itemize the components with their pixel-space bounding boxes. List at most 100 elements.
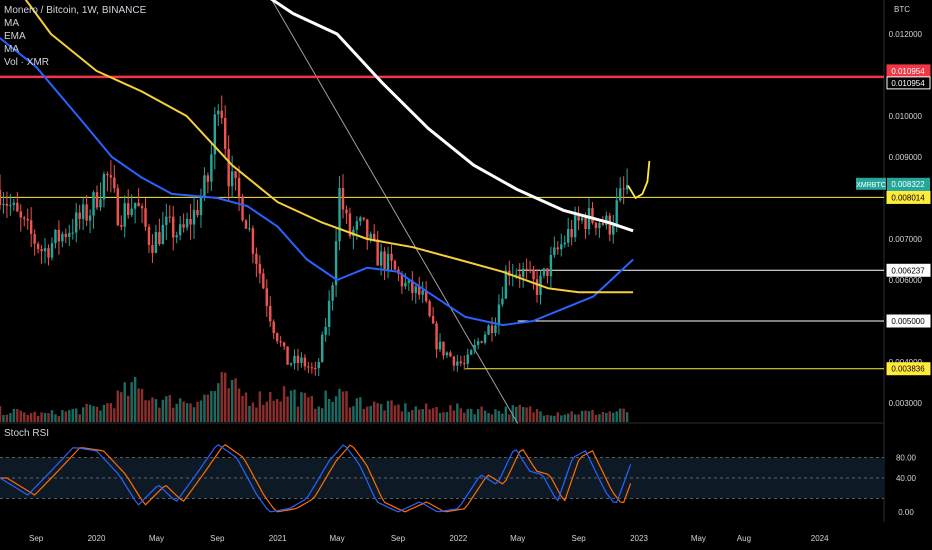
volume-bar	[158, 407, 161, 422]
volume-bar	[573, 414, 577, 422]
volume-bar	[85, 403, 88, 422]
candle-body	[182, 224, 185, 228]
volume-bar	[151, 397, 154, 422]
candle-body	[102, 174, 106, 200]
symbol-title[interactable]: Monero / Bitcoin, 1W, BINANCE	[4, 5, 147, 16]
candle-body	[525, 268, 528, 270]
volume-bar	[414, 406, 417, 422]
candle-body	[158, 232, 161, 245]
candle-body	[487, 325, 490, 335]
volume-bar	[334, 396, 338, 422]
indicator-ma-2[interactable]: MA	[4, 44, 19, 55]
volume-bar	[487, 412, 490, 422]
volume-bar	[435, 406, 438, 422]
symbol-tag-label: XMRBTC	[856, 182, 886, 189]
volume-bar	[535, 408, 539, 422]
candle-body	[324, 326, 327, 335]
indicator-ema[interactable]: EMA	[4, 31, 26, 42]
indicator-volume[interactable]: Vol · XMR	[4, 57, 50, 68]
candle-body	[393, 260, 397, 270]
volume-bar	[172, 407, 175, 422]
candle-body	[116, 188, 120, 226]
volume-bar	[407, 411, 411, 422]
price-tag	[886, 263, 931, 277]
candle-body	[608, 215, 612, 235]
candle-body	[120, 225, 123, 227]
indicator-ma-1[interactable]: MA	[4, 18, 19, 29]
volume-bar	[608, 411, 612, 422]
candle-body	[272, 321, 275, 334]
candle-body	[130, 208, 133, 216]
time-tick-label: Sep	[210, 534, 225, 543]
candle-body	[230, 171, 234, 187]
candle-body	[379, 251, 383, 266]
volume-bar	[341, 391, 345, 422]
candle-body	[584, 217, 587, 230]
candle-body	[535, 279, 539, 295]
candle-body	[376, 239, 379, 266]
candle-body	[362, 217, 366, 220]
volume-bar	[428, 409, 431, 422]
volume-bar	[348, 407, 352, 422]
volume-bar	[466, 409, 469, 422]
time-tick-label: May	[510, 534, 525, 543]
volume-bar	[50, 410, 54, 422]
candle-body	[476, 341, 480, 345]
candle-body	[113, 177, 116, 189]
candle-body	[64, 233, 68, 237]
volume-bar	[71, 408, 74, 422]
candle-body	[258, 263, 262, 274]
volume-bar	[133, 376, 137, 422]
moving-averages	[0, 0, 634, 327]
candle-body	[203, 175, 206, 198]
volume-bars	[0, 371, 629, 422]
candle-body	[549, 254, 553, 277]
candle-body	[560, 244, 563, 250]
candle-body	[237, 177, 241, 197]
volume-bar	[369, 405, 372, 422]
candle-body	[355, 221, 359, 230]
price-tag	[886, 76, 931, 90]
volume-bar	[393, 405, 397, 422]
candle-body	[307, 366, 310, 368]
price-gridlines	[0, 0, 885, 522]
volume-bar	[549, 415, 553, 422]
candle-body	[463, 363, 466, 365]
candle-body	[54, 229, 57, 244]
horizontal-levels	[0, 75, 884, 370]
volume-bar	[244, 392, 248, 422]
candle-body	[106, 174, 109, 176]
volume-bar	[459, 408, 463, 422]
candle-body	[99, 199, 102, 208]
candle-body	[220, 110, 223, 118]
candle-body	[494, 325, 497, 333]
candle-body	[85, 204, 88, 221]
volume-bar	[421, 409, 424, 422]
candle-body	[36, 243, 40, 250]
volume-bar	[376, 403, 379, 422]
volume-bar	[314, 408, 317, 422]
volume-bar	[601, 411, 605, 422]
volume-bar	[161, 399, 165, 422]
time-tick-label: 2022	[449, 534, 467, 543]
volume-bar	[182, 401, 185, 422]
stoch-rsi-title[interactable]: Stoch RSI	[4, 428, 50, 439]
volume-bar	[126, 395, 130, 422]
volume-bar	[307, 397, 310, 422]
volume-bar	[577, 414, 580, 422]
candle-body	[227, 148, 230, 187]
candle-body	[400, 273, 404, 287]
volume-bar	[123, 382, 126, 422]
volume-bar	[210, 390, 213, 422]
trendline	[271, 0, 519, 424]
candle-body	[553, 247, 556, 255]
candle-body	[217, 110, 220, 115]
volume-bar	[452, 410, 456, 422]
volume-bar	[29, 413, 33, 422]
candle-body	[442, 341, 445, 356]
volume-bar	[397, 404, 400, 422]
volume-bar	[355, 398, 359, 422]
volume-bar	[532, 412, 535, 422]
candle-body	[255, 253, 258, 264]
